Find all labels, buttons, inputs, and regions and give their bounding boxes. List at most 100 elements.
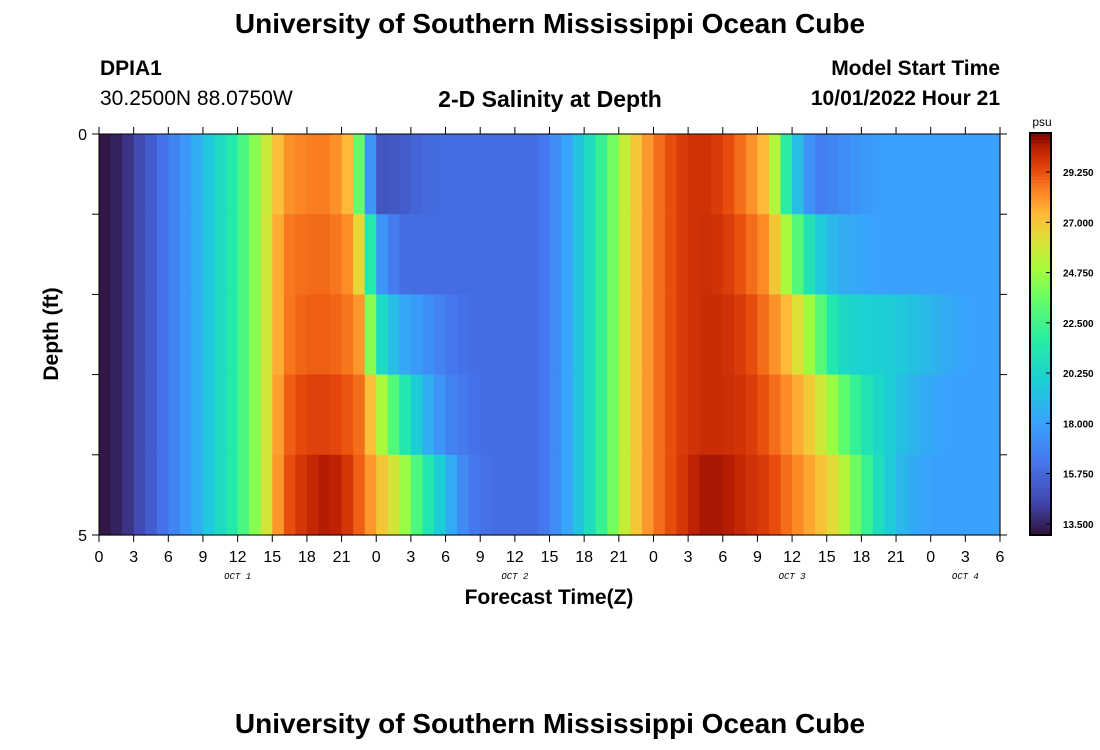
heatmap-cell <box>965 454 978 536</box>
heatmap-cell <box>410 134 424 215</box>
colorbar-segment <box>1030 260 1051 265</box>
heatmap-cell <box>399 294 412 376</box>
colorbar-segment <box>1030 374 1051 379</box>
heatmap-cell <box>618 134 631 215</box>
heatmap-cell <box>676 134 689 215</box>
heatmap-cell <box>676 374 689 456</box>
heatmap-cell <box>295 294 308 376</box>
heatmap-cell <box>110 134 123 215</box>
heatmap-cell <box>110 454 123 536</box>
heatmap-cell <box>688 454 701 536</box>
colorbar-segment <box>1030 377 1051 382</box>
heatmap-cell <box>410 454 424 536</box>
heatmap-cell <box>295 454 308 536</box>
heatmap-cell <box>965 134 978 215</box>
heatmap-cell <box>884 294 897 376</box>
heatmap-cell <box>988 454 1001 536</box>
x-tick-label: 0 <box>926 549 935 566</box>
heatmap-cell <box>872 214 886 295</box>
heatmap-cell <box>503 374 516 456</box>
heatmap-cell <box>618 454 631 536</box>
colorbar-segment <box>1030 431 1051 436</box>
heatmap-cell <box>953 374 966 456</box>
heatmap-cell <box>826 454 839 536</box>
heatmap-cell <box>549 214 562 295</box>
colorbar-segment <box>1030 340 1051 345</box>
heatmap-cell <box>364 374 377 456</box>
colorbar-tick-label: 15.750 <box>1063 470 1094 481</box>
heatmap-cell <box>99 454 112 536</box>
heatmap-cell <box>491 294 504 376</box>
heatmap-cell <box>942 374 955 456</box>
heatmap-cell <box>260 134 273 215</box>
heatmap-cell <box>988 374 1001 456</box>
colorbar-segment <box>1030 310 1051 315</box>
colorbar-segment <box>1030 437 1051 442</box>
heatmap-cell <box>665 134 678 215</box>
heatmap-cell <box>953 134 966 215</box>
heatmap-cell <box>422 454 435 536</box>
colorbar-segment <box>1030 454 1051 459</box>
heatmap-cell <box>526 294 539 376</box>
heatmap-cell <box>872 294 886 376</box>
colorbar-segment <box>1030 330 1051 335</box>
colorbar-segment <box>1030 397 1051 402</box>
x-tick-label: 15 <box>541 549 559 566</box>
colorbar-segment <box>1030 518 1051 523</box>
heatmap-cell <box>757 214 770 295</box>
colorbar-segment <box>1030 223 1051 228</box>
heatmap-cell <box>133 374 146 456</box>
colorbar-segment <box>1030 488 1051 493</box>
heatmap-cell <box>849 214 862 295</box>
colorbar-segment <box>1030 143 1051 147</box>
colorbar-segment <box>1030 220 1051 225</box>
heatmap-cell <box>757 374 770 456</box>
heatmap-cell <box>537 214 551 295</box>
heatmap-cell <box>156 214 169 295</box>
heatmap-cell <box>514 214 527 295</box>
heatmap-cell <box>330 294 343 376</box>
heatmap-cell <box>584 454 597 536</box>
heatmap-cell <box>226 374 239 456</box>
heatmap-cell <box>930 374 943 456</box>
page-title: University of Southern Mississippi Ocean… <box>234 8 866 39</box>
heatmap-cell <box>168 454 181 536</box>
heatmap-cell <box>768 454 782 536</box>
heatmap-cell <box>815 214 828 295</box>
heatmap-cell <box>792 134 805 215</box>
heatmap-cell <box>665 214 678 295</box>
x-tick-label: 0 <box>372 549 381 566</box>
heatmap-cell <box>734 454 747 536</box>
heatmap-cell <box>330 134 343 215</box>
heatmap-cell <box>133 134 146 215</box>
heatmap-cell <box>318 454 331 536</box>
colorbar-unit: psu <box>1032 115 1051 129</box>
colorbar-segment <box>1030 367 1051 372</box>
heatmap-cell <box>480 294 493 376</box>
x-tick-label: 6 <box>996 549 1005 566</box>
heatmap-cell <box>711 134 724 215</box>
heatmap-cell <box>607 134 620 215</box>
x-tick-label: 18 <box>575 549 593 566</box>
heatmap-cell <box>861 294 874 376</box>
heatmap-cell <box>364 294 377 376</box>
heatmap-cell <box>503 214 516 295</box>
heatmap-cell <box>272 374 285 456</box>
heatmap-cell <box>953 294 966 376</box>
heatmap-cell <box>722 374 735 456</box>
heatmap-cell <box>341 134 354 215</box>
heatmap-cell <box>179 214 193 295</box>
colorbar-segment <box>1030 153 1051 158</box>
heatmap-cell <box>457 374 470 456</box>
heatmap-cell <box>653 454 666 536</box>
heatmap-cell <box>99 374 112 456</box>
colorbar-segment <box>1030 173 1051 178</box>
heatmap-cell <box>202 374 216 456</box>
heatmap-cell <box>330 214 343 295</box>
colorbar-segment <box>1030 183 1051 188</box>
heatmap-cell <box>549 454 562 536</box>
heatmap-cell <box>549 134 562 215</box>
heatmap-cell <box>630 374 643 456</box>
heatmap-cell <box>688 294 701 376</box>
colorbar-segment <box>1030 528 1051 533</box>
